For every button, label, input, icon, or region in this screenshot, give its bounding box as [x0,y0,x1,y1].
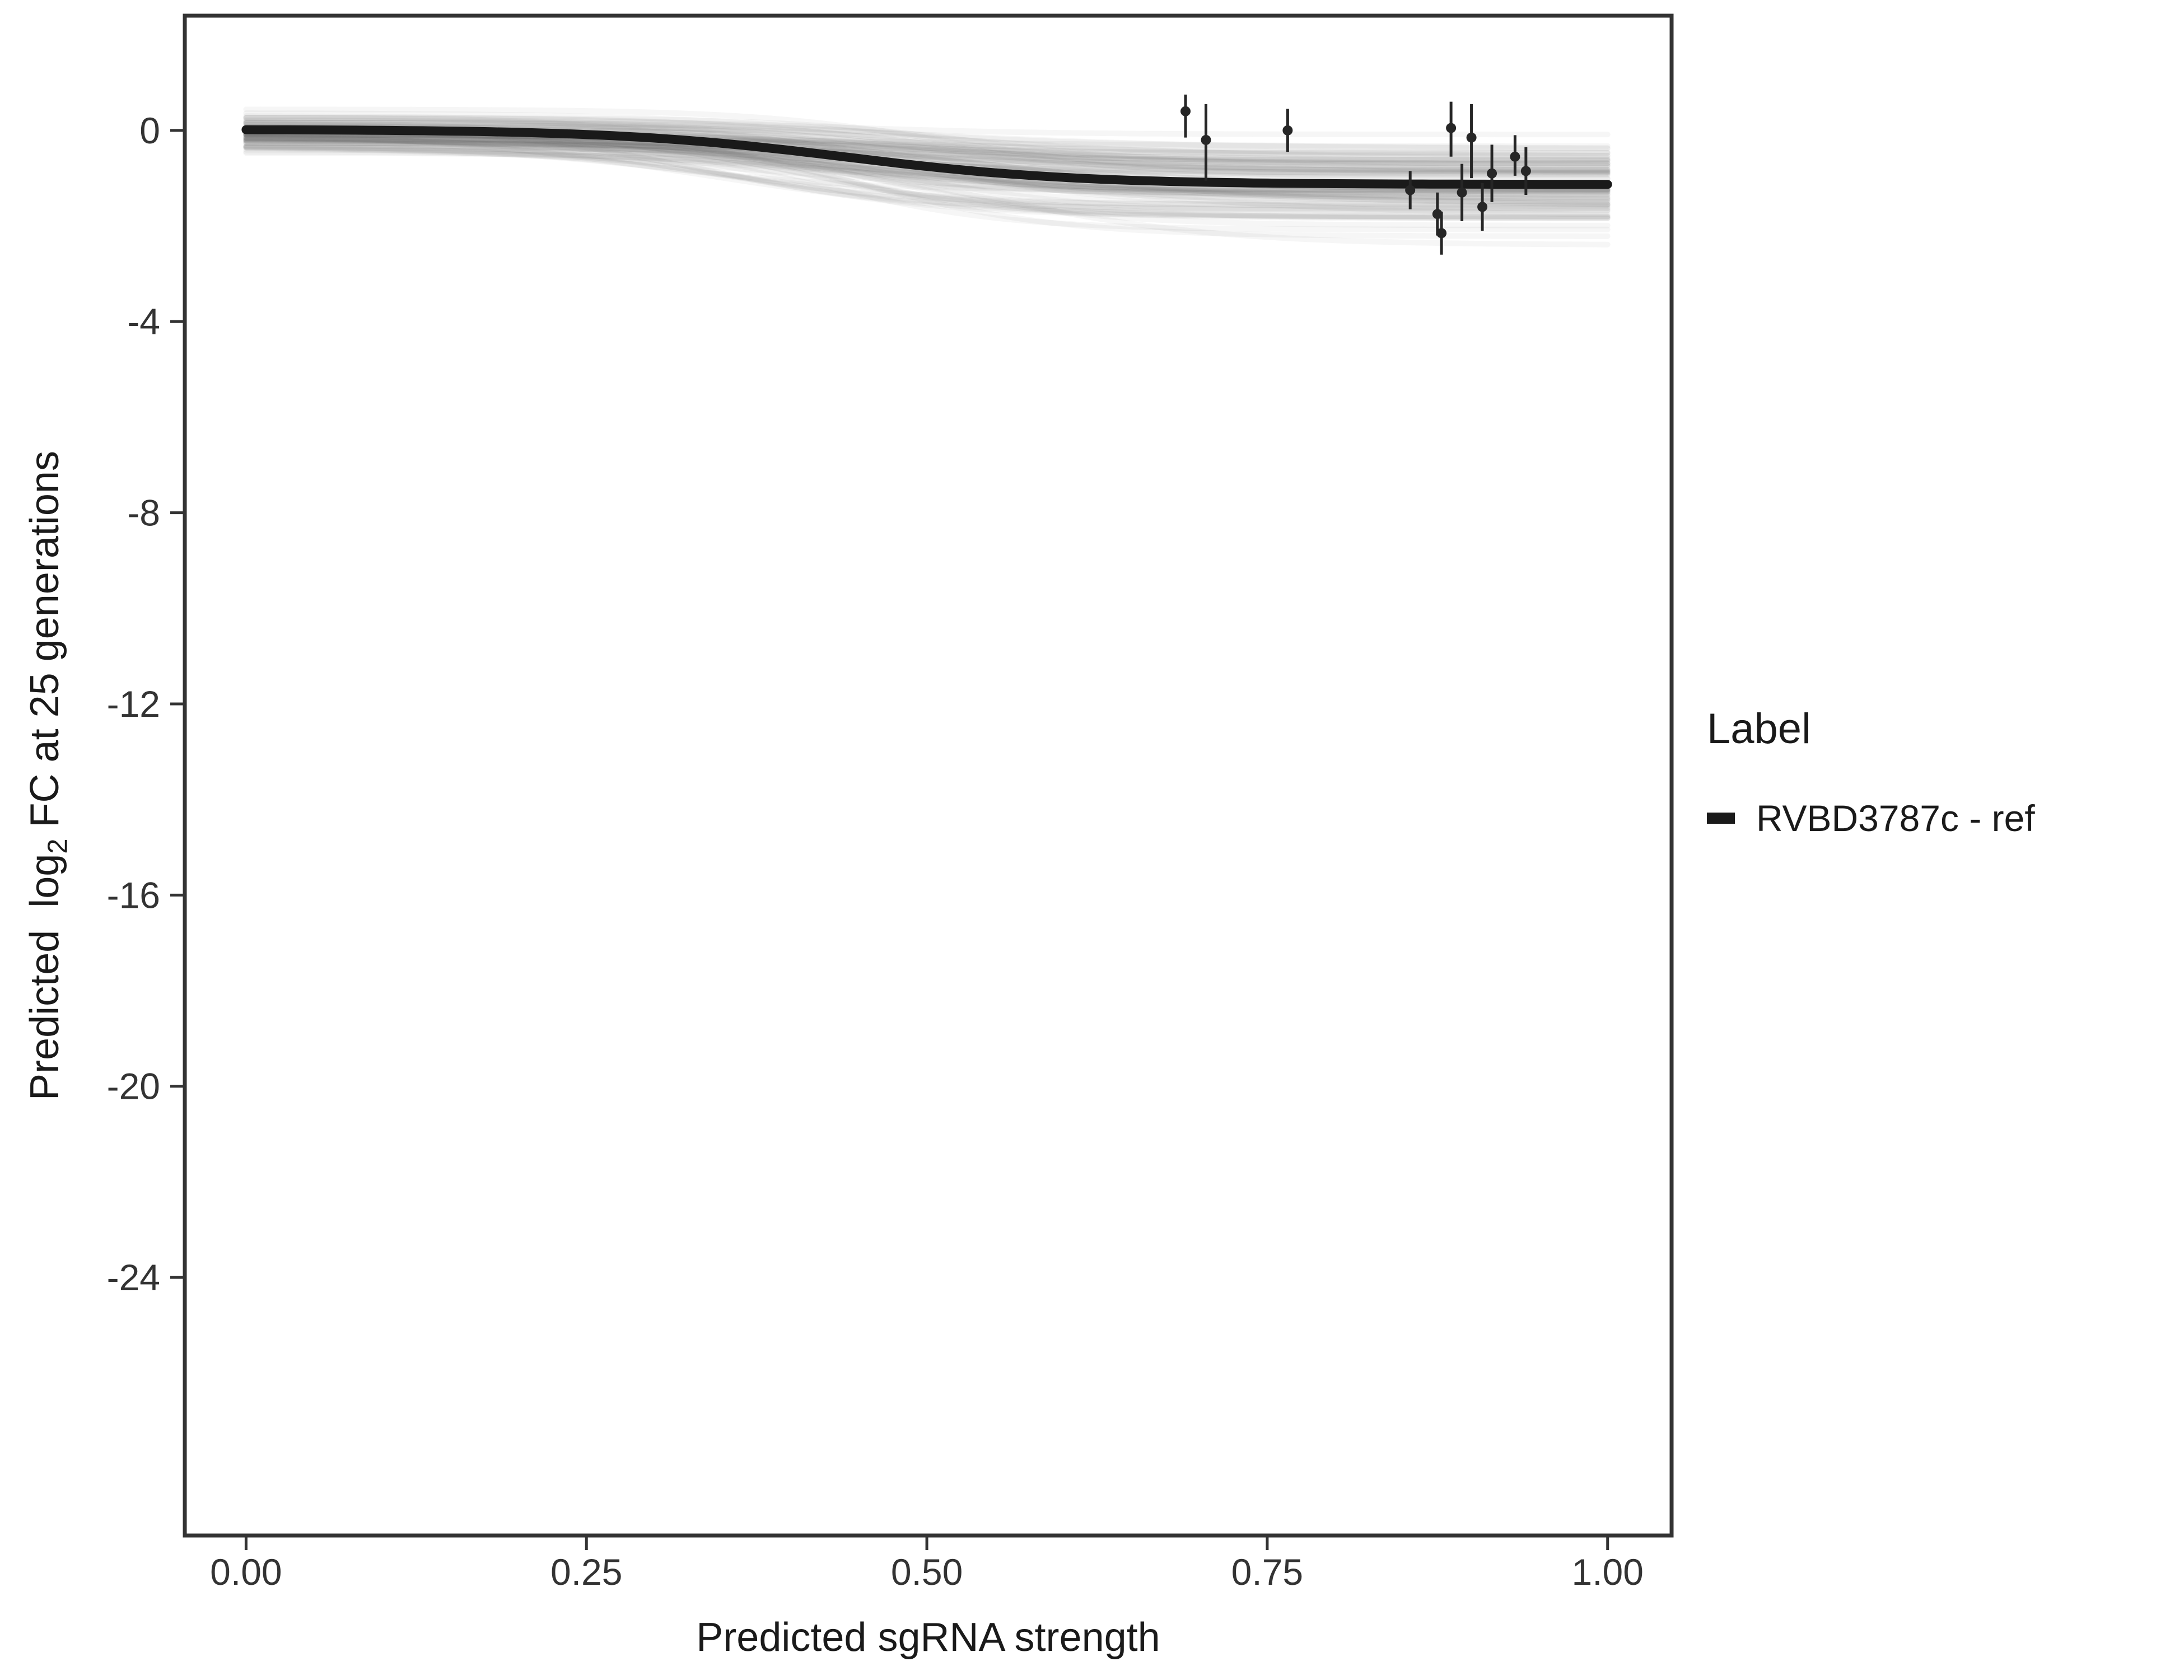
y-axis-tick-label: -4 [127,301,160,342]
ensemble-curve [243,134,1611,221]
data-point [1201,134,1211,145]
y-axis-tick-label: -20 [107,1066,160,1107]
data-point [1510,151,1520,162]
ensemble-curve [243,136,1611,201]
ensemble-curve [243,131,1611,176]
legend: Label RVBD3787c - ref [1707,704,2177,839]
y-axis-title-subscript: 2 [43,838,73,854]
ensemble-curve [243,134,1611,193]
ensemble-curve [243,135,1611,200]
x-axis-tick-label: 0.50 [891,1551,963,1593]
legend-item: RVBD3787c - ref [1707,797,2177,839]
ensemble-curve [243,131,1611,221]
ensemble-curve [243,120,1611,177]
ensemble-curve [243,129,1611,213]
data-point [1282,125,1293,136]
ensemble-curve [243,149,1611,194]
ensemble-curve [243,136,1611,206]
ensemble-curve [243,143,1611,195]
y-axis-tick-label: -24 [107,1257,160,1298]
y-axis-title: Predicted log2 FC at 25 generations [20,328,73,1224]
legend-key-swatch [1707,813,1735,824]
data-point [1477,202,1488,212]
x-axis-tick-label: 1.00 [1571,1551,1643,1593]
data-point [1457,187,1467,198]
x-axis-tick-label: 0.00 [210,1551,282,1593]
ensemble-curve [243,130,1611,220]
ensemble-curve [243,132,1611,151]
ensemble-curve [243,132,1611,169]
x-axis-title: Predicted sgRNA strength [696,1615,1160,1660]
y-axis-tick-label: -16 [107,874,160,916]
ensemble-curve [243,143,1611,193]
ensemble-curve [243,144,1611,232]
ensemble-curve [243,137,1611,220]
data-point [1405,185,1416,195]
ensemble-curve [243,136,1611,218]
legend-title: Label [1707,705,1811,753]
panel-border [183,13,1674,1538]
y-axis-title-prefix: Predicted log [22,853,67,1100]
ensemble-curve [243,115,1611,155]
data-point [1432,209,1443,220]
data-point [1446,123,1457,133]
data-point [1520,166,1531,176]
ensemble-curve [243,115,1611,167]
ensemble-curve [243,120,1611,167]
data-point [1487,168,1497,179]
ensemble-curve [243,140,1611,164]
ensemble-curve [243,144,1611,207]
ensemble-curve [243,145,1611,208]
ensemble-curve [243,135,1611,197]
data-point [1180,106,1191,116]
ensemble-curve [243,117,1611,138]
y-axis-title-suffix: FC at 25 generations [22,451,67,839]
ensemble-curve [243,106,1611,175]
ensemble-curve [243,137,1611,198]
ensemble-curve [243,144,1611,205]
ensemble-curve [243,113,1611,152]
ensemble-curve [243,140,1611,174]
legend-item-label: RVBD3787c - ref [1756,797,2035,839]
data-point [1436,228,1447,239]
y-axis-tick-label: -12 [107,683,160,725]
ensemble-curve [243,139,1611,194]
ensemble-curve [243,131,1611,159]
ensemble-curve [243,119,1611,181]
ensemble-curve [243,138,1611,201]
ensemble-curve [243,122,1611,161]
ensemble-curve [243,130,1611,169]
ensemble-curve [243,143,1611,209]
fit-curve-line [241,125,1612,189]
ensemble-curve [243,137,1611,166]
y-axis-tick-label: 0 [139,110,160,151]
x-axis-tick-label: 0.25 [550,1551,622,1593]
ensemble-curve [243,110,1611,158]
y-axis-tick-label: -8 [127,492,160,534]
ensemble-curve [243,120,1611,149]
ensemble-curve [243,138,1611,228]
ensemble-curve [243,134,1611,208]
ensemble-curve [243,122,1611,181]
data-point [1466,132,1477,143]
ensemble-curve [243,150,1611,248]
ensemble-curve [243,132,1611,221]
ensemble-curve [243,115,1611,163]
x-axis-tick-label: 0.75 [1231,1551,1303,1593]
